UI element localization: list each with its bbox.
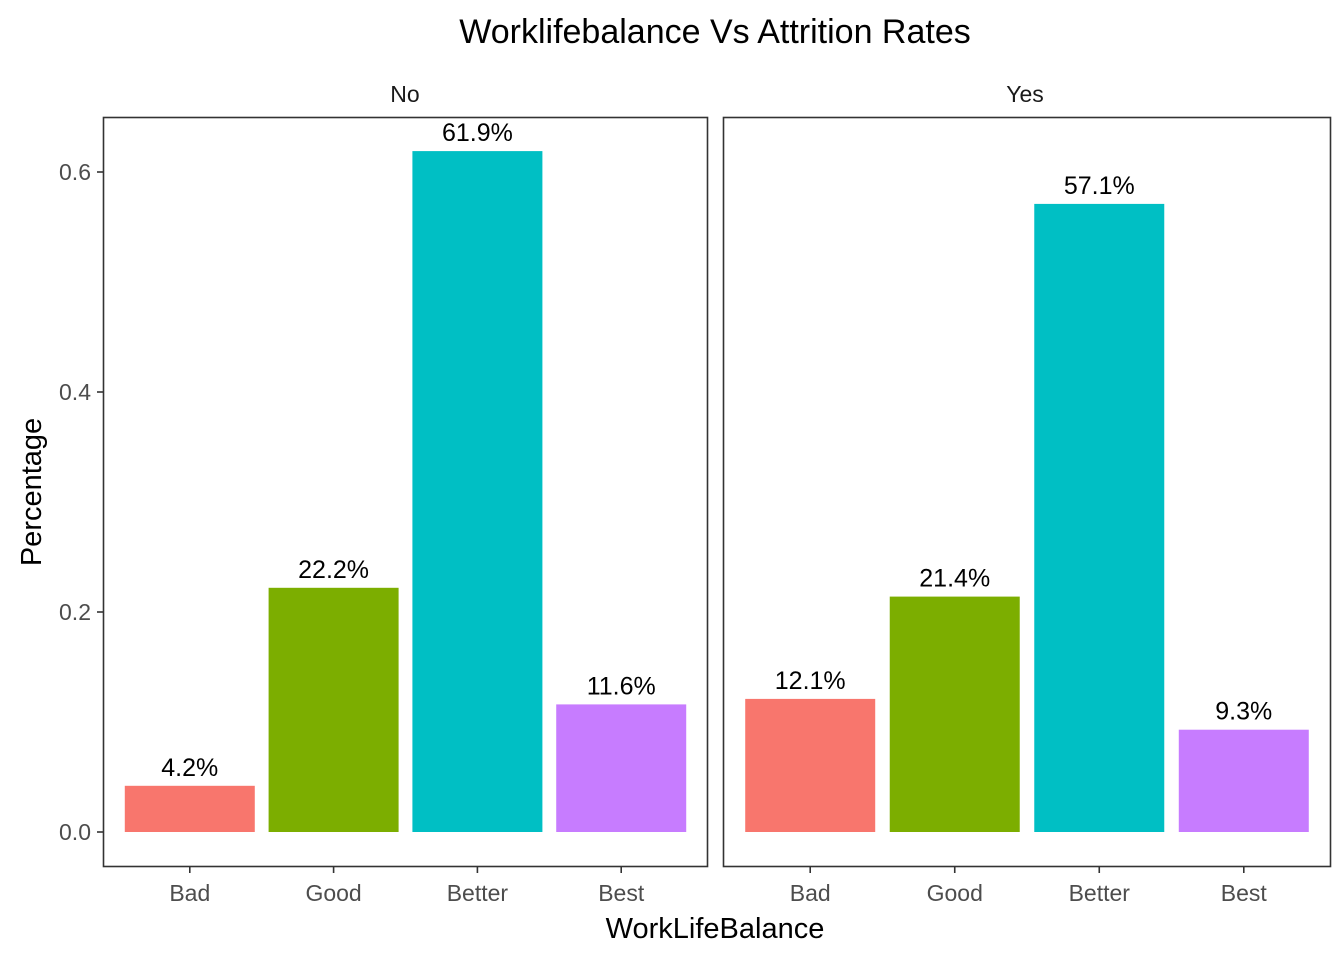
x-tick-label: Better xyxy=(447,880,509,906)
data-label-yes-best: 9.3% xyxy=(1215,698,1272,726)
x-tick-label: Better xyxy=(1069,880,1131,906)
y-axis: 0.0 0.2 0.4 0.6 xyxy=(59,159,104,845)
bar-no-bad xyxy=(124,785,255,832)
y-tick-label: 0.4 xyxy=(59,379,91,405)
data-label-no-good: 22.2% xyxy=(298,556,369,584)
x-tick-label: Bad xyxy=(790,880,831,906)
x-tick-label: Good xyxy=(305,880,361,906)
facet-label-no: No xyxy=(390,81,419,107)
data-label-no-bad: 4.2% xyxy=(161,754,218,782)
x-axis-title: WorkLifeBalance xyxy=(606,913,825,945)
y-tick-label: 0.0 xyxy=(59,819,91,845)
panel-no xyxy=(102,116,709,868)
data-label-no-better: 61.9% xyxy=(442,119,513,147)
y-tick-label: 0.2 xyxy=(59,599,91,625)
data-label-yes-good: 21.4% xyxy=(919,565,990,593)
bar-no-good xyxy=(268,587,399,832)
bar-yes-good xyxy=(889,596,1020,832)
chart-title: Worklifebalance Vs Attrition Rates xyxy=(459,13,971,51)
y-axis-title: Percentage xyxy=(16,418,48,566)
bar-yes-best xyxy=(1178,729,1309,832)
facet-label-yes: Yes xyxy=(1006,81,1044,107)
bar-no-better xyxy=(412,151,543,833)
data-label-yes-better: 57.1% xyxy=(1064,172,1135,200)
x-tick-label: Best xyxy=(1221,880,1268,906)
bars-layer: 4.2% 22.2% 61.9% 11.6% 12.1% 21.4% 57.1% 9.3% xyxy=(124,119,1309,833)
bar-yes-bad xyxy=(745,698,876,832)
x-axis: Bad Good Better Best Bad Good Better Best xyxy=(169,866,1268,906)
x-tick-label: Good xyxy=(927,880,983,906)
x-tick-label: Best xyxy=(598,880,645,906)
bar-no-best xyxy=(556,704,687,832)
data-label-no-best: 11.6% xyxy=(587,672,656,700)
data-label-yes-bad: 12.1% xyxy=(775,667,846,695)
bar-yes-better xyxy=(1034,203,1165,832)
panel-yes xyxy=(722,116,1332,868)
x-tick-label: Bad xyxy=(169,880,210,906)
y-tick-label: 0.6 xyxy=(59,159,91,185)
